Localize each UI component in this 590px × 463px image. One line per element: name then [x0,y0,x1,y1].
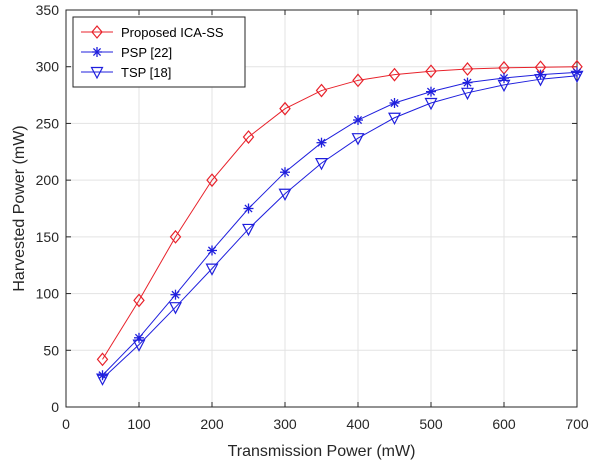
x-axis-ticks: 0 100 200 300 400 500 600 700 [62,10,589,432]
data-point-triangle [278,188,292,202]
y-tick-label: 100 [36,286,60,302]
data-point-triangle [461,87,474,101]
series-line [102,75,578,380]
data-point-triangle [424,97,438,111]
data-point-triangle [497,79,511,93]
x-tick-label: 600 [492,416,516,432]
data-point-diamond [388,67,401,82]
legend-item: Proposed ICA-SS [81,25,224,40]
x-tick-label: 400 [346,416,370,432]
data-point-diamond [91,25,103,39]
data-point-asterisk [426,86,436,97]
data-point-triangle [351,133,365,146]
x-tick-label: 500 [419,416,443,432]
x-tick-label: 0 [62,416,70,432]
data-point-triangle [388,112,401,126]
y-axis-label: Harvested Power (mW) [11,125,28,291]
y-axis-ticks: 0 50 100 150 200 250 300 350 [36,2,577,415]
series-layer [96,59,584,386]
data-point-diamond [315,83,328,98]
x-tick-label: 200 [200,416,224,432]
data-point-triangle [534,74,547,87]
data-point-triangle [132,339,146,352]
data-point-triangle [315,158,328,171]
data-point-asterisk [316,137,327,148]
data-point-diamond [133,293,145,308]
plot-frame [65,9,578,408]
data-point-diamond [96,352,109,367]
data-point-triangle [205,263,219,276]
x-axis-label: Transmission Power (mW) [228,443,416,460]
data-point-asterisk [207,245,217,256]
y-tick-label: 350 [36,2,60,18]
x-tick-label: 300 [273,416,297,432]
y-tick-label: 250 [36,115,60,131]
data-point-diamond [425,64,437,79]
data-point-diamond [169,229,182,244]
y-tick-label: 0 [51,399,59,415]
data-point-asterisk [92,47,102,57]
y-tick-label: 150 [36,229,60,245]
data-point-asterisk [170,289,181,300]
data-point-asterisk [572,67,582,78]
data-point-asterisk [243,203,254,214]
legend-label: Proposed ICA-SS [121,25,224,40]
data-point-asterisk [499,73,509,84]
data-point-asterisk [389,98,400,109]
data-point-triangle [90,66,104,80]
legend: Proposed ICA-SS PSP [22] TSP [18] [72,16,246,88]
y-tick-label: 50 [43,342,59,358]
data-point-triangle [570,70,584,84]
series-line [102,66,578,360]
data-point-triangle [169,302,182,315]
data-point-diamond [352,73,364,88]
data-point-diamond [279,101,291,116]
data-point-asterisk [462,77,473,88]
legend-item: PSP [22] [81,45,172,60]
y-tick-label: 300 [36,59,60,75]
data-point-diamond [461,62,474,76]
legend-item: TSP [18] [81,65,171,80]
data-point-asterisk [353,115,363,126]
series-3 [96,70,584,386]
axes [65,9,578,408]
data-point-triangle [242,223,255,237]
x-tick-label: 700 [565,416,589,432]
data-point-triangle [96,373,109,386]
data-point-diamond [206,173,218,188]
data-point-diamond [242,130,255,144]
x-tick-label: 100 [127,416,151,432]
series-line [102,71,578,376]
legend-label: PSP [22] [121,45,172,60]
data-point-asterisk [280,167,290,178]
legend-label: TSP [18] [121,65,171,80]
y-tick-label: 200 [36,172,60,188]
